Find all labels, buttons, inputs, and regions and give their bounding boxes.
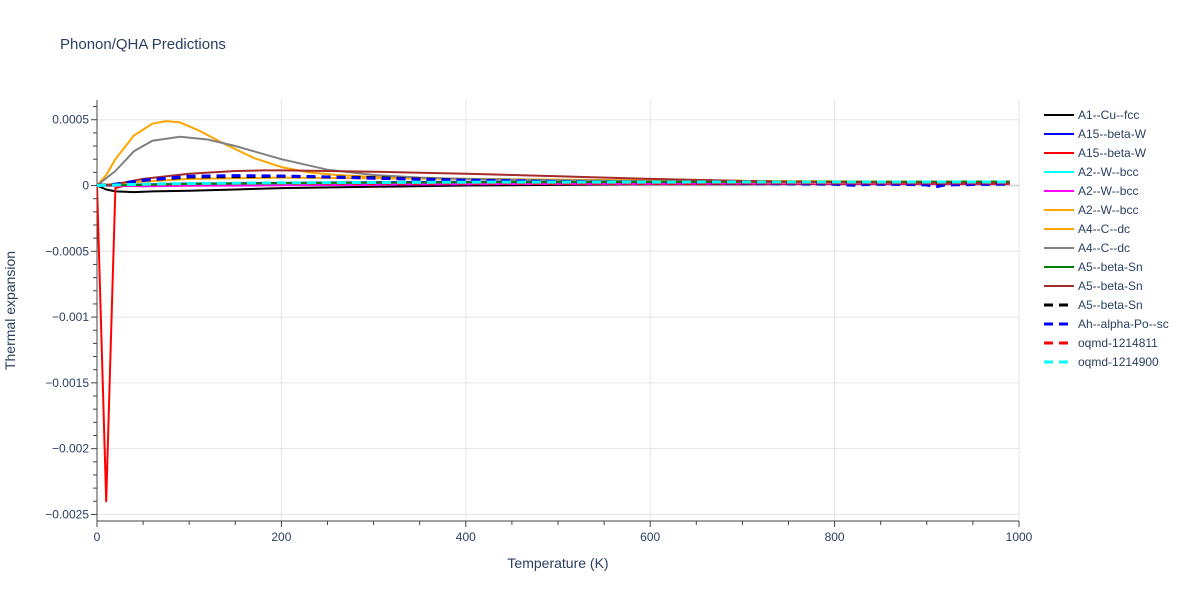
x-tick-labels: 0 200 400 600 800 1000 bbox=[94, 530, 1033, 544]
y-tick-label: −0.0005 bbox=[45, 244, 89, 258]
x-tick-label: 1000 bbox=[1006, 530, 1033, 544]
minor-ticks bbox=[91, 106, 1020, 527]
legend-label: A15--beta-W bbox=[1078, 146, 1147, 160]
x-tick-label: 400 bbox=[456, 530, 476, 544]
legend-label: A2--W--bcc bbox=[1078, 165, 1138, 179]
x-axis-title: Temperature (K) bbox=[507, 555, 608, 571]
series-line bbox=[97, 180, 1010, 187]
legend-label: A5--beta-Sn bbox=[1078, 298, 1143, 312]
legend-label: A2--W--bcc bbox=[1078, 184, 1138, 198]
legend-label: A1--Cu--fcc bbox=[1078, 108, 1139, 122]
y-tick-label: 0 bbox=[82, 179, 89, 193]
x-tick-label: 200 bbox=[271, 530, 291, 544]
series-line bbox=[97, 182, 1010, 503]
legend-label: Ah--alpha-Po--sc bbox=[1078, 317, 1169, 331]
legend-label: A2--W--bcc bbox=[1078, 203, 1138, 217]
y-tick-label: 0.0005 bbox=[52, 113, 89, 127]
x-tick-label: 0 bbox=[94, 530, 101, 544]
y-tick-label: −0.0015 bbox=[45, 376, 89, 390]
chart-title: Phonon/QHA Predictions bbox=[60, 36, 226, 53]
y-tick-label: −0.001 bbox=[52, 310, 89, 324]
y-tick-labels: 0.0005 0 −0.0005 −0.001 −0.0015 −0.002 −0.0025 bbox=[45, 113, 89, 522]
legend-label: A4--C--dc bbox=[1078, 222, 1130, 236]
y-axis-title: Thermal expansion bbox=[2, 251, 18, 370]
x-tick-label: 600 bbox=[640, 530, 660, 544]
legend-label: oqmd-1214811 bbox=[1078, 336, 1158, 350]
grid-lines bbox=[96, 100, 1020, 521]
series-line bbox=[97, 174, 1010, 189]
legend-label: A5--beta-Sn bbox=[1078, 260, 1143, 274]
legend-label: A15--beta-W bbox=[1078, 127, 1147, 141]
series-group bbox=[97, 120, 1010, 503]
y-tick-label: −0.0025 bbox=[45, 507, 89, 521]
y-tick-label: −0.002 bbox=[52, 442, 89, 456]
legend-label: A4--C--dc bbox=[1078, 241, 1130, 255]
legend-label: oqmd-1214900 bbox=[1078, 355, 1159, 369]
legend-label: A5--beta-Sn bbox=[1078, 279, 1143, 293]
legend: A1--Cu--fcc A15--beta-W A15--beta-W A2--W--… bbox=[1044, 108, 1169, 369]
x-tick-label: 800 bbox=[825, 530, 845, 544]
